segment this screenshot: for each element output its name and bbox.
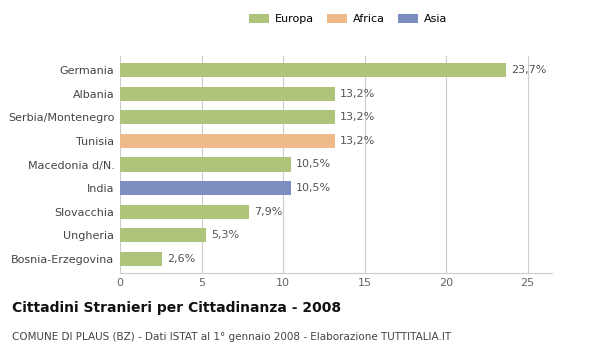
Legend: Europa, Africa, Asia: Europa, Africa, Asia <box>245 9 451 29</box>
Text: 13,2%: 13,2% <box>340 136 376 146</box>
Text: 13,2%: 13,2% <box>340 89 376 99</box>
Bar <box>120 63 506 77</box>
Bar <box>120 228 206 242</box>
Bar <box>120 87 335 101</box>
Text: 7,9%: 7,9% <box>254 206 282 217</box>
Bar <box>120 205 249 219</box>
Text: 10,5%: 10,5% <box>296 160 331 169</box>
Bar <box>120 252 163 266</box>
Bar <box>120 110 335 124</box>
Text: 2,6%: 2,6% <box>167 254 196 264</box>
Bar <box>120 134 335 148</box>
Text: 5,3%: 5,3% <box>211 230 239 240</box>
Text: 10,5%: 10,5% <box>296 183 331 193</box>
Bar <box>120 181 291 195</box>
Text: 13,2%: 13,2% <box>340 112 376 122</box>
Text: COMUNE DI PLAUS (BZ) - Dati ISTAT al 1° gennaio 2008 - Elaborazione TUTTITALIA.I: COMUNE DI PLAUS (BZ) - Dati ISTAT al 1° … <box>12 332 451 343</box>
Text: 23,7%: 23,7% <box>511 65 547 75</box>
Bar <box>120 158 291 172</box>
Text: Cittadini Stranieri per Cittadinanza - 2008: Cittadini Stranieri per Cittadinanza - 2… <box>12 301 341 315</box>
